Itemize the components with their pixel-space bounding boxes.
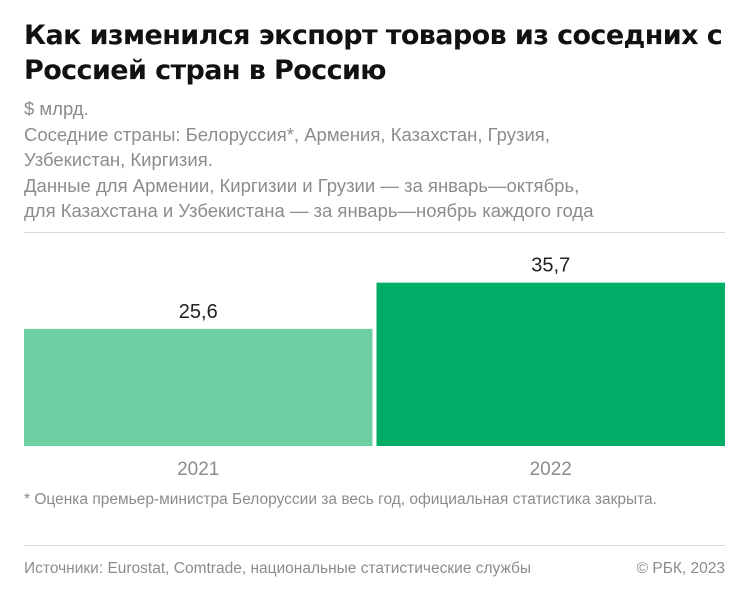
- chart-subtitle: $ млрд. Соседние страны: Белоруссия*, Ар…: [24, 96, 724, 224]
- sources-text: Источники: Eurostat, Comtrade, националь…: [24, 560, 532, 577]
- top-divider: [24, 232, 725, 233]
- bar-chart: 25,6 2021 35,7 2022: [24, 255, 725, 480]
- subtitle-line-countries-cont: Узбекистан, Киргизия.: [24, 149, 213, 170]
- copyright-text: © РБК, 2023: [636, 560, 725, 577]
- subtitle-line-countries: Соседние страны: Белоруссия*, Армения, К…: [24, 123, 550, 145]
- x-tick-label-2022: 2022: [530, 459, 572, 480]
- value-label-2021: 25,6: [179, 301, 218, 323]
- subtitle-units: $ млрд.: [24, 98, 89, 119]
- subtitle-line-period: Данные для Армении, Киргизии и Грузии — …: [24, 174, 580, 196]
- chart-title: Как изменился экспорт товаров из соседни…: [24, 20, 723, 86]
- subtitle-line-period-cont: для Казахстана и Узбекистана — за январь…: [24, 200, 594, 221]
- footnote: * Оценка премьер-министра Белоруссии за …: [24, 491, 657, 508]
- bar-2022: [376, 282, 725, 446]
- x-tick-label-2021: 2021: [177, 459, 219, 480]
- value-label-2022: 35,7: [531, 255, 570, 277]
- bar-2021: [24, 328, 373, 446]
- bottom-divider: [24, 545, 725, 546]
